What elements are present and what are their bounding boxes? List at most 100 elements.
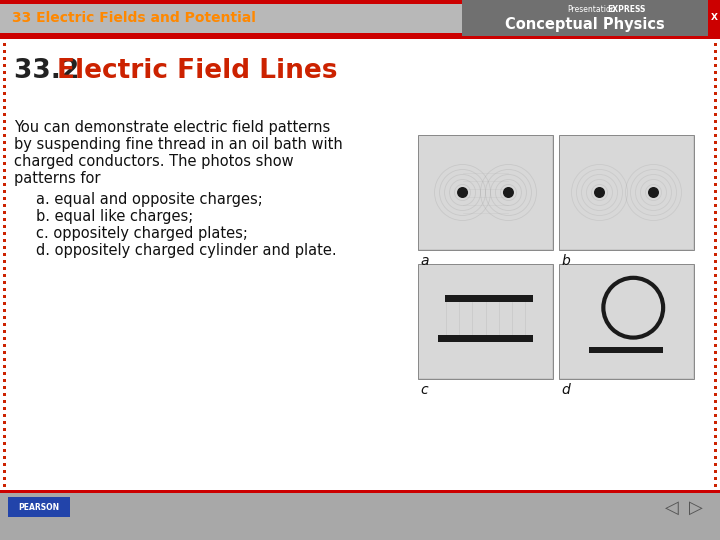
Bar [708, 0, 720, 36]
Bar [714, 57, 717, 60]
Bar [3, 120, 6, 123]
Bar [714, 169, 717, 172]
Bar [0, 490, 720, 492]
Bar [714, 428, 717, 431]
Bar [714, 183, 717, 186]
Bar [0, 36, 720, 39]
Text: c: c [420, 383, 428, 397]
Bar [714, 470, 717, 473]
Bar [3, 169, 6, 172]
Bar [3, 337, 6, 340]
Bar [3, 204, 6, 207]
Bar [714, 127, 717, 130]
Bar [3, 421, 6, 424]
Bar [3, 155, 6, 158]
Bar [3, 407, 6, 410]
Text: by suspending fine thread in an oil bath with: by suspending fine thread in an oil bath… [14, 137, 343, 152]
Bar [3, 365, 6, 368]
Bar [714, 148, 717, 151]
Bar [714, 99, 717, 102]
Bar [714, 393, 717, 396]
Bar [3, 302, 6, 305]
Bar [418, 264, 553, 379]
Bar [3, 127, 6, 130]
Bar [714, 176, 717, 179]
Bar [714, 64, 717, 67]
Text: EXPRESS: EXPRESS [607, 5, 645, 15]
Text: 33.2: 33.2 [14, 58, 89, 84]
Text: d: d [561, 383, 570, 397]
Bar [714, 386, 717, 389]
Bar [3, 176, 6, 179]
Bar [589, 347, 663, 353]
Bar [8, 497, 70, 517]
Bar [714, 78, 717, 81]
Bar [714, 407, 717, 410]
Bar [3, 281, 6, 284]
Bar [3, 449, 6, 452]
Bar [714, 449, 717, 452]
Bar [714, 134, 717, 137]
Bar [0, 490, 720, 540]
Bar [419, 136, 552, 249]
Bar [0, 0, 720, 3]
Bar [714, 71, 717, 74]
Bar [714, 267, 717, 270]
Bar [3, 358, 6, 361]
Circle shape [594, 187, 605, 198]
Bar [3, 435, 6, 438]
Bar [3, 85, 6, 88]
Text: b: b [561, 254, 570, 268]
Bar [3, 246, 6, 249]
Bar [714, 365, 717, 368]
Bar [714, 281, 717, 284]
Bar [714, 295, 717, 298]
Bar [3, 274, 6, 277]
Bar [3, 372, 6, 375]
Bar [3, 50, 6, 53]
Bar [3, 386, 6, 389]
Text: a. equal and opposite charges;: a. equal and opposite charges; [36, 192, 263, 207]
Bar [560, 136, 693, 249]
Bar [714, 421, 717, 424]
Bar [3, 456, 6, 459]
Text: c. oppositely charged plates;: c. oppositely charged plates; [36, 226, 248, 241]
Text: d. oppositely charged cylinder and plate.: d. oppositely charged cylinder and plate… [36, 243, 337, 258]
Bar [3, 64, 6, 67]
Bar [714, 211, 717, 214]
Bar [3, 428, 6, 431]
Bar [559, 135, 694, 250]
Bar [714, 106, 717, 109]
Bar [462, 0, 708, 36]
Bar [714, 435, 717, 438]
Bar [714, 477, 717, 480]
Bar [714, 155, 717, 158]
Bar [714, 442, 717, 445]
Bar [3, 379, 6, 382]
Circle shape [503, 187, 514, 198]
Bar [3, 225, 6, 228]
Bar [714, 260, 717, 263]
Bar [3, 71, 6, 74]
Bar [714, 113, 717, 116]
Bar [714, 239, 717, 242]
Bar [3, 134, 6, 137]
Bar [3, 92, 6, 95]
Text: You can demonstrate electric field patterns: You can demonstrate electric field patte… [14, 120, 330, 135]
Text: ▷: ▷ [689, 499, 703, 517]
Bar [3, 197, 6, 200]
Bar [3, 470, 6, 473]
Bar [714, 330, 717, 333]
Bar [714, 141, 717, 144]
Bar [3, 232, 6, 235]
Bar [714, 50, 717, 53]
Bar [3, 106, 6, 109]
Bar [3, 162, 6, 165]
Bar [714, 456, 717, 459]
Bar [3, 260, 6, 263]
Bar [3, 393, 6, 396]
Text: Conceptual Physics: Conceptual Physics [505, 17, 665, 32]
Bar [714, 302, 717, 305]
Bar [3, 484, 6, 487]
Bar [714, 225, 717, 228]
